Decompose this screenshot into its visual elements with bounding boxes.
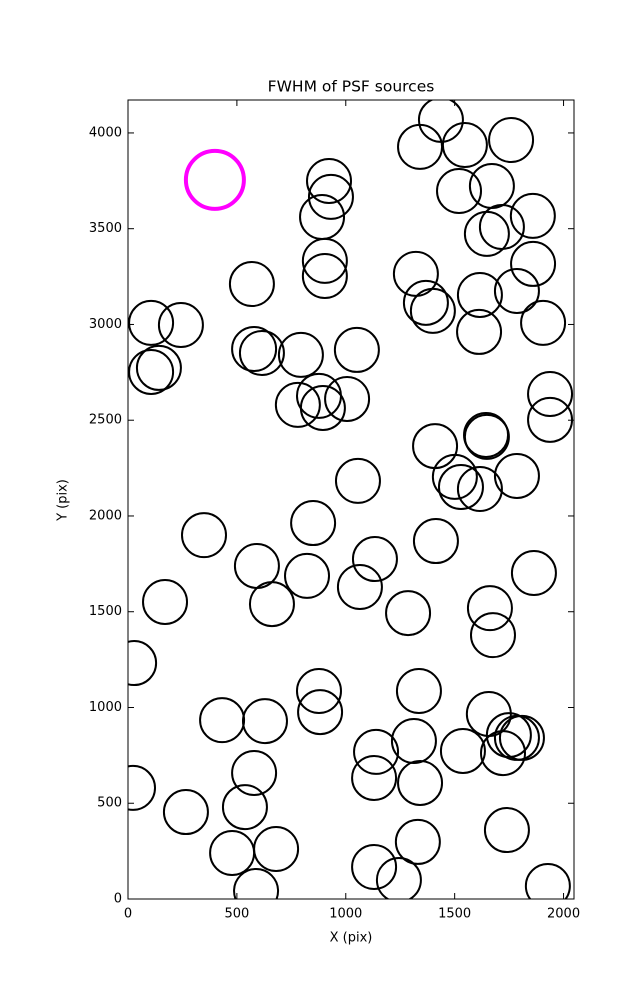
source-marker	[456, 271, 503, 318]
source-marker	[493, 452, 540, 499]
source-marker	[412, 518, 459, 565]
x-tick-label: 1000	[329, 907, 362, 922]
source-marker	[297, 689, 344, 736]
source-marker	[334, 457, 381, 504]
source-marker	[469, 612, 516, 659]
y-axis-label: Y (pix)	[56, 479, 71, 522]
source-marker	[441, 122, 488, 169]
y-tick-label: 0	[114, 892, 122, 907]
source-marker	[248, 581, 295, 628]
source-marker	[498, 714, 545, 761]
source-marker	[142, 578, 189, 625]
x-tick-label: 2000	[547, 907, 580, 922]
x-tick-label: 1500	[438, 907, 471, 922]
source-marker	[394, 818, 441, 865]
source-marker	[431, 453, 478, 500]
source-marker	[284, 552, 331, 599]
source-marker	[402, 279, 449, 326]
x-tick-label: 0	[124, 907, 132, 922]
source-marker	[336, 564, 383, 611]
y-tick-label: 2000	[89, 508, 122, 523]
y-tick-label: 500	[97, 796, 122, 811]
source-marker	[295, 668, 342, 715]
source-marker	[333, 326, 380, 373]
source-marker	[485, 712, 532, 759]
source-marker	[480, 730, 527, 777]
source-marker	[520, 299, 567, 346]
source-marker	[181, 512, 228, 559]
y-tick-label: 1000	[89, 700, 122, 715]
chart-title: FWHM of PSF sources	[268, 78, 435, 96]
source-marker	[493, 267, 540, 314]
source-marker	[233, 867, 280, 899]
source-marker	[375, 857, 422, 899]
y-tick-label: 1500	[89, 604, 122, 619]
source-marker	[301, 253, 348, 300]
source-marker	[199, 697, 246, 744]
source-marker	[306, 158, 353, 205]
y-tick-label: 2500	[89, 413, 122, 428]
y-tick-label: 3000	[89, 317, 122, 332]
source-marker	[385, 590, 432, 637]
source-marker	[510, 550, 557, 597]
source-marker	[527, 370, 574, 417]
source-marker	[351, 536, 398, 583]
source-marker	[307, 173, 354, 220]
source-marker	[324, 375, 371, 422]
source-marker	[524, 862, 571, 899]
source-marker	[353, 728, 400, 775]
source-marker	[478, 203, 525, 250]
source-marker	[157, 302, 204, 349]
x-tick-label: 500	[224, 907, 249, 922]
source-marker	[466, 585, 513, 632]
source-marker	[395, 668, 442, 715]
source-marker	[456, 308, 503, 355]
source-marker	[241, 698, 288, 745]
source-marker	[437, 464, 484, 511]
source-marker	[390, 718, 437, 765]
source-marker	[290, 500, 337, 547]
source-marker	[183, 148, 246, 211]
source-marker	[351, 754, 398, 801]
source-marker	[221, 784, 268, 831]
source-marker	[135, 344, 182, 391]
source-marker	[274, 381, 321, 428]
source-marker	[128, 640, 158, 687]
source-marker	[128, 348, 175, 395]
source-marker	[510, 240, 557, 287]
source-marker	[483, 807, 530, 854]
source-marker	[299, 384, 346, 431]
source-marker	[397, 759, 444, 806]
plot-area	[128, 100, 574, 899]
source-marker	[231, 749, 278, 796]
source-marker	[439, 727, 486, 774]
source-marker	[128, 764, 157, 811]
source-marker	[209, 830, 256, 877]
source-marker	[228, 261, 275, 308]
y-tick-label: 4000	[89, 125, 122, 140]
source-marker	[436, 167, 483, 214]
source-marker	[231, 325, 278, 372]
source-marker	[463, 413, 510, 460]
source-marker	[301, 237, 348, 284]
source-marker	[277, 331, 324, 378]
source-marker	[351, 844, 398, 891]
source-marker	[456, 465, 503, 512]
source-marker	[509, 192, 556, 239]
axes-frame	[127, 99, 575, 900]
y-tick-label: 3500	[89, 221, 122, 236]
source-marker	[488, 117, 535, 164]
source-marker	[417, 100, 464, 143]
source-marker	[238, 329, 285, 376]
source-marker	[162, 789, 209, 836]
source-marker	[409, 287, 456, 334]
source-marker	[128, 299, 175, 346]
x-axis-label: X (pix)	[330, 931, 373, 946]
